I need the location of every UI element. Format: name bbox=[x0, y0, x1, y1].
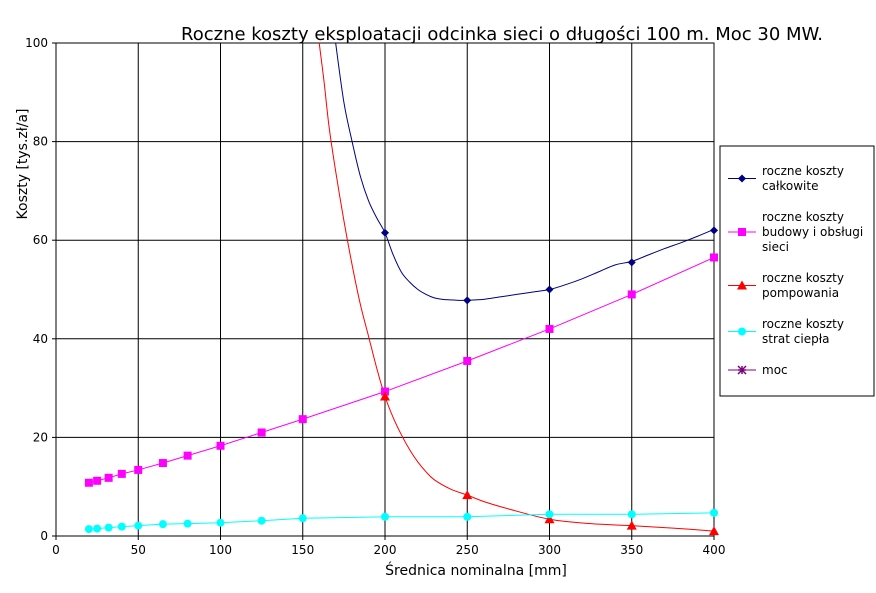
data-point-series-1 bbox=[298, 415, 307, 424]
data-point-series-2 bbox=[626, 520, 637, 530]
data-point-series-3 bbox=[183, 519, 192, 528]
y-tick-label: 100 bbox=[25, 36, 48, 50]
data-point-series-3 bbox=[381, 512, 389, 521]
x-tick-label: 350 bbox=[620, 543, 643, 557]
data-point-series-0 bbox=[627, 258, 636, 267]
y-tick-label: 20 bbox=[33, 430, 48, 444]
y-tick-label: 60 bbox=[33, 233, 48, 247]
legend-swatch-marker bbox=[738, 174, 746, 183]
data-point-series-1 bbox=[84, 478, 93, 487]
data-point-series-3 bbox=[298, 514, 307, 523]
legend-swatch-marker bbox=[737, 280, 747, 290]
legend-item: roczne koszty strat ciepła bbox=[728, 317, 844, 346]
data-point-series-1 bbox=[463, 356, 472, 365]
data-point-series-3 bbox=[134, 521, 143, 530]
data-point-series-1 bbox=[104, 473, 113, 482]
data-point-series-0 bbox=[381, 228, 389, 237]
data-point-series-3 bbox=[216, 518, 225, 527]
x-tick-label: 250 bbox=[456, 543, 479, 557]
data-point-series-1 bbox=[257, 428, 266, 437]
legend-label: roczne koszty pompowania bbox=[762, 271, 844, 300]
x-tick-label: 150 bbox=[291, 543, 314, 557]
data-point-series-1 bbox=[216, 441, 225, 450]
data-point-series-3 bbox=[117, 522, 126, 531]
x-axis-ticks: 0 50 100 150 200 250 300 350 400 bbox=[52, 536, 725, 557]
x-axis-label: Średnica nominalna [mm] bbox=[385, 561, 567, 579]
legend-label: moc bbox=[762, 363, 788, 377]
y-tick-label: 80 bbox=[33, 135, 48, 149]
series-markers bbox=[84, 226, 719, 536]
data-point-series-1 bbox=[158, 459, 167, 468]
data-point-series-3 bbox=[93, 524, 102, 533]
y-tick-label: 40 bbox=[33, 332, 48, 346]
data-point-series-3 bbox=[627, 510, 636, 519]
legend-swatch-marker bbox=[738, 228, 746, 236]
data-point-series-0 bbox=[463, 296, 472, 305]
data-point-series-1 bbox=[117, 469, 126, 478]
data-point-series-2 bbox=[709, 526, 719, 536]
data-point-series-1 bbox=[710, 253, 718, 262]
legend-label: roczne koszty budowy i obsługi sieci bbox=[762, 210, 863, 254]
data-point-series-0 bbox=[710, 226, 718, 235]
y-tick-label: 0 bbox=[40, 529, 48, 543]
x-tick-label: 400 bbox=[703, 543, 726, 557]
data-point-series-2 bbox=[380, 391, 390, 401]
legend-item: roczne koszty budowy i obsługi sieci bbox=[728, 210, 863, 254]
data-point-series-3 bbox=[84, 525, 93, 534]
legend: roczne koszty całkowite roczne koszty budow… bbox=[719, 145, 875, 397]
data-point-series-1 bbox=[545, 324, 554, 333]
data-point-series-1 bbox=[183, 451, 192, 460]
grid-lines bbox=[56, 43, 714, 536]
data-point-series-1 bbox=[627, 290, 636, 299]
data-point-series-1 bbox=[134, 465, 143, 474]
legend-box bbox=[719, 145, 875, 397]
legend-item: roczne koszty całkowite bbox=[728, 164, 844, 193]
legend-label: roczne koszty całkowite bbox=[762, 164, 844, 193]
legend-label: roczne koszty strat ciepła bbox=[762, 317, 844, 346]
legend-swatch-marker bbox=[737, 365, 747, 375]
x-tick-label: 50 bbox=[131, 543, 146, 557]
x-tick-label: 0 bbox=[52, 543, 60, 557]
data-point-series-2 bbox=[544, 514, 555, 524]
data-point-series-3 bbox=[158, 520, 167, 529]
data-point-series-1 bbox=[93, 476, 102, 485]
data-point-series-2 bbox=[462, 490, 473, 500]
data-point-series-0 bbox=[545, 285, 554, 294]
data-point-series-3 bbox=[710, 508, 718, 517]
data-point-series-3 bbox=[257, 516, 266, 525]
x-tick-label: 200 bbox=[374, 543, 397, 557]
y-axis-label: Koszty [tys.zł/a] bbox=[15, 109, 31, 220]
data-point-series-3 bbox=[463, 512, 472, 521]
data-point-series-3 bbox=[104, 523, 113, 532]
legend-item: moc bbox=[728, 363, 788, 377]
legend-swatch-marker bbox=[738, 327, 746, 336]
y-axis-ticks: 0 20 40 60 80 100 bbox=[25, 36, 56, 543]
x-tick-label: 300 bbox=[538, 543, 561, 557]
chart-title: Roczne koszty eksploatacji odcinka sieci… bbox=[181, 24, 823, 45]
x-tick-label: 100 bbox=[209, 543, 232, 557]
data-point-series-3 bbox=[545, 510, 554, 519]
legend-item: roczne koszty pompowania bbox=[728, 271, 844, 300]
